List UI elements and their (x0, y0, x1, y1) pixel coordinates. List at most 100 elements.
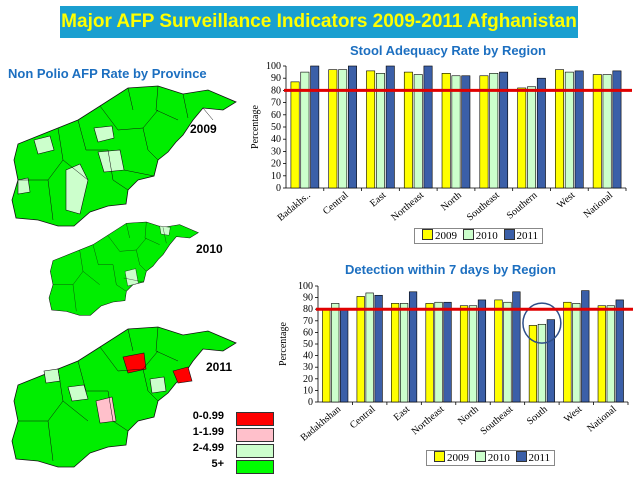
y-tick-label: 50 (303, 339, 313, 350)
bar (434, 301, 443, 403)
chart-legend: 2009 2010 2011 (414, 228, 544, 244)
bar (574, 70, 584, 189)
map-legend-swatch (236, 460, 274, 474)
bar (328, 69, 338, 189)
bar (356, 296, 365, 403)
map-year-label: 2009 (190, 122, 217, 136)
map-2011 (11, 326, 237, 468)
map-legend-row: 1-1.99 (184, 426, 274, 442)
bar (527, 86, 537, 189)
bar (365, 292, 374, 403)
x-tick-label: East (392, 404, 412, 424)
bar (528, 325, 538, 403)
y-tick-label: 90 (303, 293, 313, 304)
x-tick-label: North (456, 404, 481, 427)
bar (597, 305, 606, 403)
bar (494, 299, 503, 403)
bar (468, 305, 478, 403)
bar (477, 299, 487, 403)
legend-label: 2011 (528, 452, 551, 464)
legend-swatch (462, 229, 474, 240)
bar (564, 71, 574, 189)
y-tick-label: 100 (266, 61, 281, 72)
bar (459, 305, 469, 403)
bar (385, 65, 395, 189)
x-tick-label: Central (348, 404, 378, 431)
map-legend-swatch (236, 412, 274, 426)
bar (489, 73, 499, 189)
y-tick-label: 60 (303, 327, 313, 338)
bar (290, 81, 300, 189)
bar (441, 73, 451, 189)
bar (425, 303, 434, 403)
bar (400, 303, 409, 403)
y-tick-label: 10 (303, 385, 313, 396)
y-axis-label: Percentage (278, 322, 289, 366)
map-legend-row: 5+ (184, 458, 274, 474)
legend-swatch (515, 451, 527, 462)
bar (408, 291, 418, 403)
y-axis-label: Percentage (250, 105, 261, 149)
map-legend-row: 2-4.99 (184, 442, 274, 458)
y-tick-label: 80 (271, 85, 281, 96)
y-tick-label: 40 (303, 351, 313, 362)
y-tick-label: 80 (303, 304, 313, 315)
map-year-label: 2011 (206, 360, 233, 374)
y-tick-label: 50 (271, 122, 281, 133)
map-2010 (48, 221, 199, 316)
bar (499, 71, 509, 189)
legend-label: 2010 (487, 452, 510, 464)
legend-swatch (503, 229, 515, 240)
legend-label: 2011 (516, 230, 539, 242)
bar (366, 70, 376, 189)
bar (503, 301, 512, 403)
bar (512, 291, 521, 403)
bar (413, 74, 423, 189)
map-2009 (11, 85, 237, 227)
x-tick-label: Badakhs.. (276, 190, 313, 224)
x-tick-label: Southern (505, 190, 540, 222)
x-tick-label: Northeast (410, 404, 447, 438)
bar (322, 308, 331, 403)
y-tick-label: 10 (271, 171, 281, 182)
y-tick-label: 20 (271, 159, 281, 170)
bar (612, 70, 622, 189)
bar (300, 71, 310, 189)
y-tick-label: 100 (298, 281, 313, 292)
x-tick-label: East (368, 190, 388, 210)
y-tick-label: 30 (271, 146, 281, 157)
y-tick-label: 20 (303, 374, 313, 385)
legend-swatch (422, 229, 433, 240)
x-tick-label: Badakhshan (299, 404, 344, 444)
bar (391, 303, 400, 403)
legend-label: 2009 (435, 230, 457, 242)
map-legend-label: 0-0.99 (192, 410, 224, 422)
x-tick-label: West (555, 190, 577, 211)
bar (563, 301, 572, 403)
bar (537, 323, 546, 403)
map-legend-label: 1-1.99 (192, 426, 224, 438)
bar (331, 303, 340, 403)
x-tick-label: National (582, 190, 616, 221)
bar (555, 69, 564, 189)
bar (615, 299, 624, 403)
map-legend-swatch (236, 444, 274, 458)
bar (374, 294, 383, 403)
map-year-label: 2010 (196, 242, 223, 256)
bar (403, 71, 413, 189)
map-legend-swatch (236, 428, 274, 442)
map-legend-label: 2-4.99 (192, 442, 224, 454)
bar (310, 65, 320, 189)
map-panel-title: Non Polio AFP Rate by Province (8, 66, 207, 81)
map-legend: 0-0.99 1-1.99 2-4.99 5+ (184, 410, 274, 474)
legend-label: 2010 (475, 230, 498, 242)
legend-swatch (434, 451, 445, 462)
y-tick-label: 0 (276, 183, 281, 194)
chart-title: Detection within 7 days by Region (345, 262, 556, 277)
x-tick-label: Central (321, 190, 351, 217)
bar (546, 319, 555, 403)
bar (375, 73, 385, 189)
page-title: Major AFP Surveillance Indicators 2009-2… (60, 6, 578, 38)
x-tick-label: Northeast (389, 190, 426, 224)
